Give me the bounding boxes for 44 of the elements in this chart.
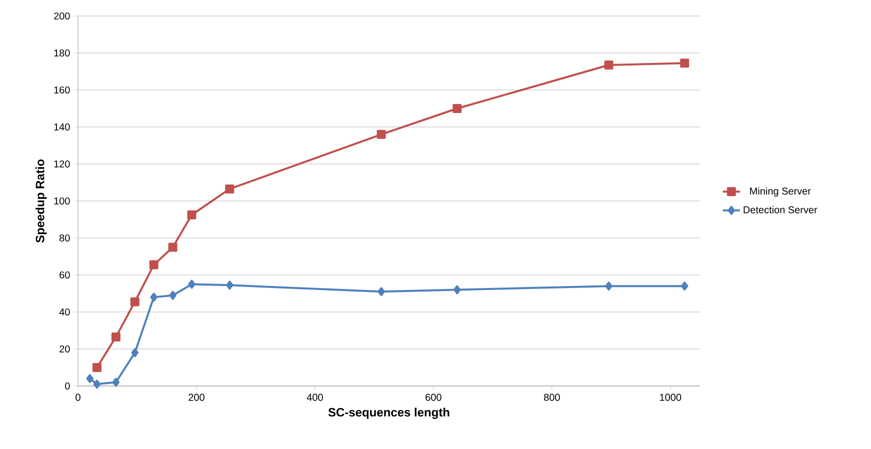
point — [169, 290, 176, 300]
point — [188, 280, 196, 289]
point — [131, 348, 138, 358]
point — [452, 104, 462, 113]
x-tick-label: 600 — [426, 394, 442, 401]
y-axis-title: Speedup Ratio — [35, 159, 47, 243]
point — [187, 210, 196, 220]
point — [168, 242, 178, 252]
y-tick-label: 20 — [60, 345, 70, 353]
point — [376, 130, 386, 139]
point — [680, 58, 690, 68]
x-axis-title: SC-sequences length — [328, 408, 450, 419]
point — [454, 285, 461, 294]
point — [130, 297, 140, 306]
y-tick-label: 80 — [60, 234, 70, 242]
point — [605, 282, 612, 291]
x-tick-label: 1000 — [660, 394, 682, 401]
point — [680, 282, 688, 291]
y-tick-label: 0 — [65, 382, 70, 390]
y-tick-label: 140 — [54, 123, 70, 131]
point — [150, 292, 158, 302]
point — [149, 260, 158, 270]
legend-label: Detection Server — [744, 206, 818, 214]
y-tick-label: 180 — [54, 49, 70, 57]
y-tick-label: 60 — [60, 271, 70, 279]
point — [111, 332, 120, 342]
point — [93, 380, 101, 389]
point — [86, 374, 94, 384]
point — [112, 378, 120, 387]
x-tick-label: 0 — [76, 394, 80, 401]
point — [604, 60, 614, 70]
y-tick-label: 40 — [59, 308, 70, 316]
x-tick-label: 400 — [306, 394, 323, 401]
y-tick-label: 100 — [54, 197, 70, 205]
point — [225, 184, 234, 194]
y-tick-label: 200 — [54, 12, 70, 20]
x-tick-label: 800 — [544, 394, 560, 401]
legend-label: Mining Server — [750, 187, 811, 197]
point — [378, 287, 385, 296]
y-tick-label: 160 — [54, 86, 70, 94]
x-tick-label: 200 — [188, 394, 204, 401]
y-tick-label: 120 — [54, 160, 70, 168]
point — [226, 280, 234, 290]
point — [92, 362, 102, 372]
